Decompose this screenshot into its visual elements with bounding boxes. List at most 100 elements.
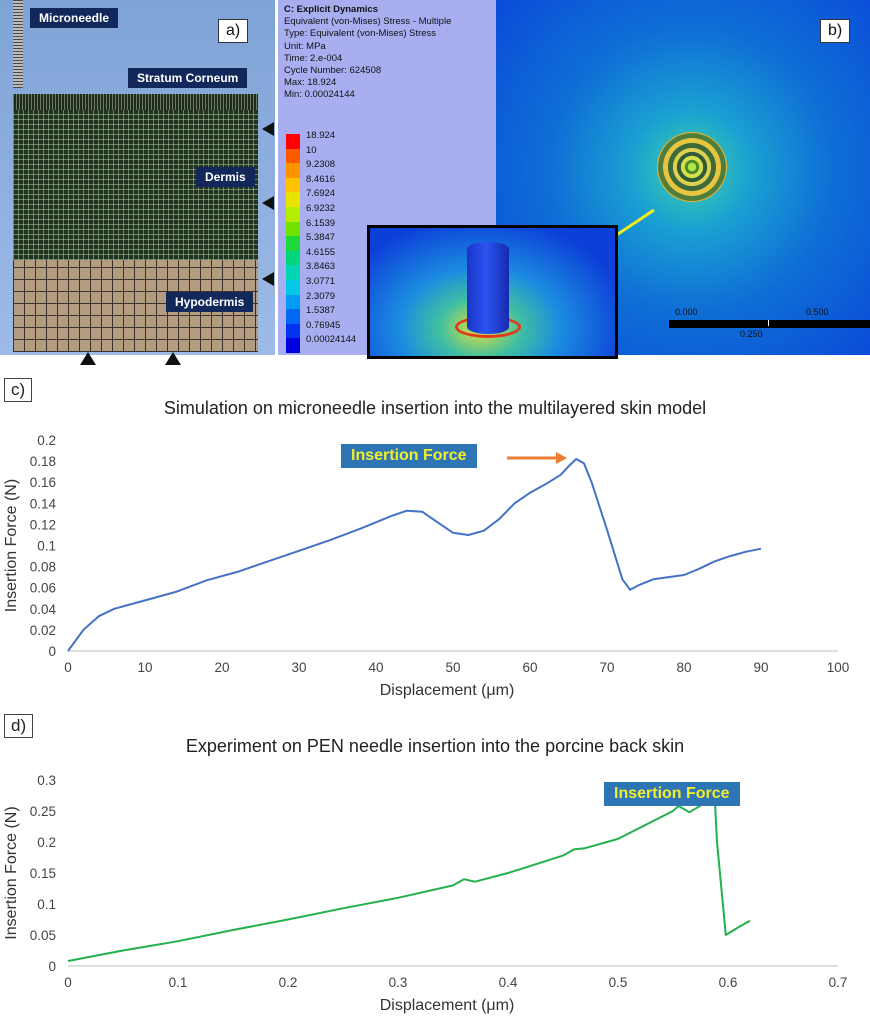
colorbar-swatch (286, 280, 300, 295)
experiment-chart-svg: 0 0.05 0.1 0.15 0.2 0.25 0.3 0 0.1 0.2 0.3 0.4 0.5 0.… (3, 773, 848, 1014)
x-tick-label: 0.4 (499, 975, 518, 990)
colorbar-swatch (286, 177, 300, 193)
y-tick-label: 0.2 (37, 433, 56, 448)
boundary-marker-icon (262, 196, 274, 210)
colorbar-label: 1.5387 (306, 305, 336, 317)
x-tick-label: 40 (368, 660, 383, 675)
x-tick-label: 0.3 (389, 975, 408, 990)
colorbar-label: 2.3079 (306, 290, 336, 302)
chart-title: Experiment on PEN needle insertion into … (185, 736, 685, 756)
insertion-force-callout: Insertion Force (341, 444, 477, 468)
microneedle-label: Microneedle (30, 8, 119, 28)
x-tick-label: 0.2 (279, 975, 298, 990)
colorbar-label: 4.6155 (306, 246, 336, 258)
y-tick-label: 0.3 (37, 773, 56, 788)
y-tick-label: 0.1 (37, 897, 56, 912)
legend-line: Type: Equivalent (von-Mises) Stress (284, 28, 437, 40)
colorbar-label: 6.1539 (306, 217, 336, 229)
colorbar-label: 3.8463 (306, 261, 336, 273)
needle-pillar (467, 242, 509, 334)
support-marker-icon (80, 352, 96, 365)
x-tick-label: 100 (827, 660, 850, 675)
dermis-label: Dermis (196, 167, 255, 187)
experiment-chart: 0 0.05 0.1 0.15 0.2 0.25 0.3 0 0.1 0.2 0.3 0.4 0.5 0.… (0, 714, 870, 1024)
colorbar-swatch (286, 236, 300, 251)
y-tick-label: 0.12 (30, 517, 56, 532)
colorbar-swatch (286, 221, 300, 237)
simulation-chart-svg: 0 0.02 0.04 0.06 0.08 0.1 0.12 0.14 0.16 0.18 0.2 0… (3, 433, 850, 699)
colorbar-label: 5.3847 (306, 232, 336, 244)
y-tick-label: 0.15 (30, 866, 56, 881)
colorbar-label: 0.76945 (306, 319, 341, 331)
y-tick-label: 0.2 (37, 835, 56, 850)
legend-line: Time: 2.e-004 (284, 52, 343, 64)
support-marker-icon (165, 352, 181, 365)
panel-c-letter: c) (4, 378, 33, 402)
y-axis-label: Insertion Force (N) (3, 806, 20, 939)
scale-bar (669, 320, 870, 328)
colorbar-label: 8.4616 (306, 173, 336, 185)
boundary-marker-icon (262, 272, 274, 286)
insertion-force-callout: Insertion Force (604, 782, 740, 806)
colorbar-swatch (286, 294, 300, 310)
legend-line: C: Explicit Dynamics (284, 4, 378, 15)
colorbar-label: 10 (306, 144, 317, 156)
x-tick-label: 80 (676, 660, 691, 675)
scale-bar-divider (768, 320, 769, 326)
x-tick-label: 90 (753, 660, 768, 675)
x-tick-label: 60 (522, 660, 537, 675)
mesh-model-panel: Microneedle Stratum Corneum Dermis Hypod… (0, 0, 275, 355)
y-axis-label: Insertion Force (N) (3, 479, 20, 612)
y-tick-label: 0.08 (30, 560, 56, 575)
colorbar-label: 3.0771 (306, 276, 336, 287)
scale-tick-label: 0.500 (806, 307, 829, 317)
needle-3d-inset (367, 225, 618, 359)
callout-arrowhead-icon (556, 452, 567, 464)
y-tick-label: 0.18 (30, 454, 56, 469)
scale-tick-label: 0.250 (740, 329, 763, 339)
hypodermis-label: Hypodermis (166, 292, 254, 312)
stratum-corneum-label: Stratum Corneum (128, 68, 248, 88)
legend-line: Min: 0.00024144 (284, 89, 355, 101)
x-axis-label: Displacement (μm) (380, 682, 515, 699)
legend-line: Max: 18.924 (284, 77, 337, 89)
legend-line: Equivalent (von-Mises) Stress - Multiple (284, 16, 452, 28)
colorbar-label: 0.00024144 (306, 334, 357, 346)
x-tick-label: 20 (214, 660, 229, 675)
y-tick-label: 0.25 (30, 804, 56, 819)
colorbar-label: 18.924 (306, 130, 336, 141)
microneedle-mesh (13, 0, 23, 88)
colorbar-label: 6.9232 (306, 203, 336, 214)
x-tick-label: 0.6 (719, 975, 738, 990)
colorbar-swatch (286, 265, 300, 280)
colorbar-label: 7.6924 (306, 188, 336, 200)
y-tick-label: 0.14 (30, 496, 57, 511)
scale-tick-label: 0.000 (675, 307, 698, 317)
colorbar-swatch (286, 323, 300, 339)
x-tick-label: 0.7 (829, 975, 848, 990)
y-tick-label: 0.06 (30, 581, 56, 596)
legend-line: Cycle Number: 624508 (284, 65, 382, 76)
x-tick-label: 70 (599, 660, 614, 675)
x-tick-label: 10 (137, 660, 152, 675)
panel-b-letter: b) (820, 19, 851, 43)
x-tick-label: 0.5 (609, 975, 628, 990)
colorbar-swatch (286, 148, 300, 164)
x-tick-label: 0 (64, 975, 72, 990)
y-tick-label: 0.02 (30, 623, 56, 638)
x-tick-label: 0.1 (169, 975, 188, 990)
y-tick-label: 0.1 (37, 539, 56, 554)
colorbar-swatch (286, 250, 300, 266)
simulation-chart: 0 0.02 0.04 0.06 0.08 0.1 0.12 0.14 0.16 0.18 0.2 0… (0, 378, 870, 708)
panel-a-letter: a) (218, 19, 249, 43)
legend-line: Unit: MPa (284, 40, 326, 52)
y-tick-label: 0.05 (30, 928, 56, 943)
panel-d-letter: d) (4, 714, 34, 738)
colorbar-swatch (286, 309, 300, 324)
x-axis-label: Displacement (μm) (380, 997, 515, 1014)
y-tick-label: 0 (48, 959, 56, 974)
colorbar-swatch (286, 163, 300, 178)
chart-title: Simulation on microneedle insertion into… (163, 398, 707, 418)
colorbar-swatch (286, 134, 300, 149)
x-tick-label: 0 (64, 660, 72, 675)
